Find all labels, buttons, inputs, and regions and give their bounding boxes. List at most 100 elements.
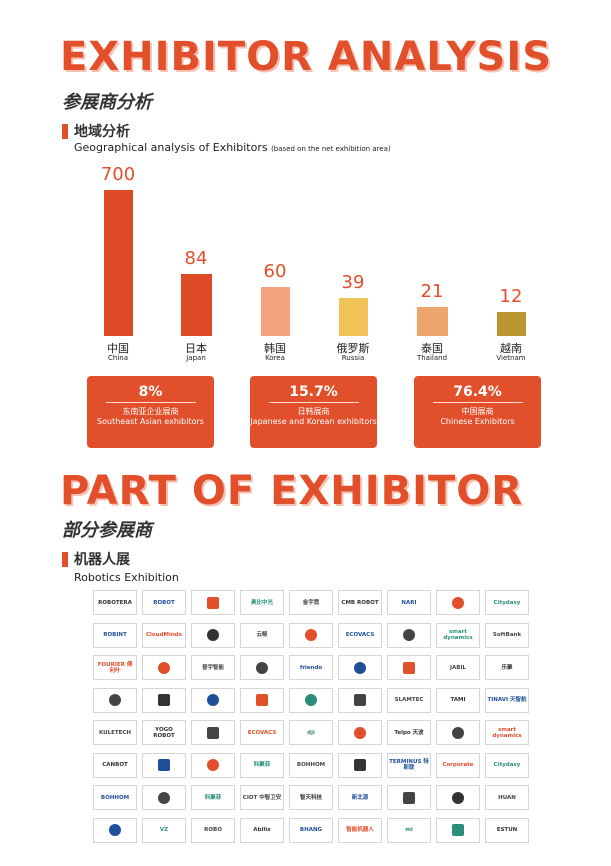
logo-mark-icon: [452, 824, 464, 836]
stat-box-japan-korea: 15.7% 日韩展商 Japanese and Korean exhibitor…: [250, 376, 377, 448]
chart-category-en: Japan: [186, 354, 206, 362]
chart-value-label: 12: [499, 285, 523, 307]
chart-category-cn: 泰国: [421, 342, 443, 355]
exhibitor-logo: Corporate: [436, 752, 480, 778]
exhibitor-logo: ROBINT: [93, 622, 137, 648]
exhibitor-logo: CloudMinds: [142, 622, 186, 648]
logo-mark-icon: [452, 726, 464, 739]
stat-percent: 8%: [138, 384, 163, 400]
exhibitor-logo: SLAMTEC: [387, 687, 431, 713]
exhibitor-logo: 科聚菲: [191, 785, 235, 810]
logo-mark-icon: [207, 694, 219, 706]
section-marker: [62, 552, 68, 567]
chart-value-label: 21: [420, 281, 444, 302]
exhibitor-logo: [436, 817, 480, 843]
logo-mark-icon: [305, 694, 317, 706]
chart-value-label: 700: [100, 164, 136, 185]
exhibitor-logo: CIOT 中智卫安: [240, 785, 284, 810]
exhibitor-logo: friendo: [289, 655, 333, 680]
exhibitor-logo: [436, 720, 480, 745]
part-title-cn: 部分参展商: [62, 520, 152, 541]
geo-heading-en-text: Geographical analysis of Exhibitors: [74, 141, 268, 154]
exhibitor-logo: [191, 752, 235, 778]
stat-label-cn: 日韩展商: [297, 407, 330, 416]
exhibitor-logo: NARI: [387, 590, 431, 615]
geo-heading-note: (based on the net exhibition area): [271, 145, 391, 153]
exhibitor-logo: BOHHOM: [289, 752, 333, 778]
logo-mark-icon: [158, 759, 170, 771]
robotics-heading-cn: 机器人展: [74, 552, 130, 568]
exhibitor-logo: [240, 655, 284, 680]
logo-mark-icon: [256, 694, 268, 706]
stat-divider: [432, 402, 523, 403]
exhibitor-logo: [338, 720, 382, 745]
exhibitor-logo: [142, 687, 186, 713]
exhibitor-logo: BHANG: [289, 817, 333, 843]
exhibitor-logo: [93, 687, 137, 713]
chart-bar-russia: [338, 297, 368, 336]
stat-box-china: 76.4% 中国展商 Chinese Exhibitors: [414, 376, 541, 448]
exhibitor-logo: 云鲸: [240, 622, 284, 648]
chart-category-cn: 越南: [500, 342, 522, 355]
logo-mark-icon: [207, 726, 219, 739]
exhibitor-logo: KULETECH: [93, 720, 137, 745]
section-marker: [62, 124, 68, 139]
logo-mark-icon: [354, 759, 366, 771]
exhibitor-logo: 普宇智能: [191, 655, 235, 680]
logo-mark-icon: [158, 694, 170, 706]
exhibitor-logo: SoftBank: [485, 622, 529, 648]
chart-category-en: Vietnam: [496, 354, 526, 362]
part-title: PART OF EXHIBITOR: [60, 468, 524, 514]
exhibitor-logo: CANBOT: [93, 752, 137, 778]
logo-mark-icon: [109, 694, 121, 706]
stat-label-en: Japanese and Korean exhibitors: [250, 417, 377, 426]
exhibitor-logo: Abilix: [240, 817, 284, 843]
chart-category-en: Russia: [341, 354, 365, 362]
exhibitor-logo: 乐聚: [485, 655, 529, 680]
exhibitor-logo: [142, 752, 186, 778]
exhibitor-logo: [436, 590, 480, 615]
exhibitor-logo: 智能机器人: [338, 817, 382, 843]
exhibitor-logo: [240, 687, 284, 713]
exhibitor-logo: [338, 687, 382, 713]
exhibitor-logo: [142, 785, 186, 810]
exhibitor-logo: ECOVACS: [338, 622, 382, 648]
logo-mark-icon: [452, 791, 464, 804]
exhibitor-logo: Citydasy: [485, 752, 529, 778]
exhibitor-logo: ECOVACS: [240, 720, 284, 745]
chart-value-label: 39: [341, 271, 365, 293]
logo-mark-icon: [403, 661, 415, 674]
exhibitor-logo: [338, 655, 382, 680]
exhibitor-logo: JABIL: [436, 655, 480, 680]
chart-bar-thailand: [416, 307, 448, 336]
exhibitor-logo: 新北源: [338, 785, 382, 810]
stat-label-cn: 东南亚企业展商: [122, 407, 179, 416]
exhibitor-logo: VZ: [142, 817, 186, 843]
exhibitor-logo: smart dynamics: [485, 720, 529, 745]
exhibitor-logo: [338, 752, 382, 778]
logo-mark-icon: [109, 824, 121, 836]
exhibitor-logo: Telpo 天波: [387, 720, 431, 745]
chart-category-cn: 中国: [107, 342, 129, 355]
geo-bar-chart: 700 中国 China 84 日本 Japan 60 韩国 Korea 39 俄罗斯 Russia 2…: [0, 160, 611, 370]
exhibitor-logo: BOHHOM: [93, 785, 137, 810]
exhibitor-logo: dji: [289, 720, 333, 745]
logo-mark-icon: [354, 694, 366, 706]
exhibitor-logo: [387, 655, 431, 680]
exhibitor-logo: 金宇竟: [289, 590, 333, 615]
exhibitor-logo: ROBOT: [142, 590, 186, 615]
exhibitor-logo: Citydasy: [485, 590, 529, 615]
chart-category-cn: 韩国: [264, 342, 286, 355]
logo-mark-icon: [158, 661, 170, 674]
page-title-cn: 参展商分析: [62, 92, 152, 113]
logo-mark-icon: [256, 661, 268, 674]
logo-mark-icon: [403, 629, 415, 641]
exhibitor-logo: ESTUN: [485, 817, 529, 843]
exhibitor-logo: [387, 622, 431, 648]
chart-category-cn: 日本: [185, 342, 207, 355]
chart-bar-vietnam: [496, 311, 526, 336]
page-title: EXHIBITOR ANALYSIS: [60, 34, 553, 80]
exhibitor-logo: CMB ROBOT: [338, 590, 382, 615]
exhibitor-logo: ROBO: [191, 817, 235, 843]
exhibitor-logo: [191, 720, 235, 745]
